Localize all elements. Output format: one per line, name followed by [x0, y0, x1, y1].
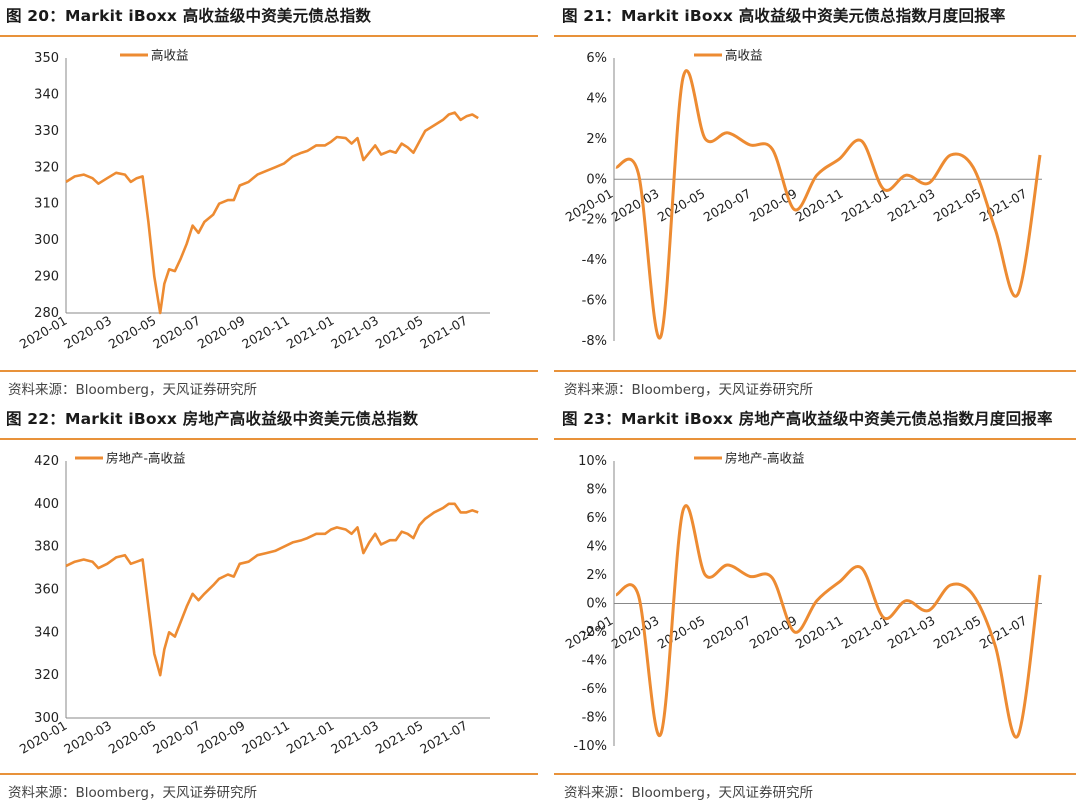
panel-chart-23: 图 23：Markit iBoxx 房地产高收益级中资美元债总指数月度回报率 -…: [542, 403, 1080, 806]
y-tick-label: 280: [34, 306, 59, 321]
chart-title: 图 20：Markit iBoxx 高收益级中资美元债总指数: [6, 7, 372, 25]
x-tick-label: 2020-05: [655, 613, 708, 652]
panel-chart-21: 图 21：Markit iBoxx 高收益级中资美元债总指数月度回报率 -8% -…: [542, 0, 1080, 403]
y-tick-label: 2%: [586, 568, 607, 583]
y-tick-label: -2%: [582, 213, 607, 228]
legend-label: 高收益: [151, 48, 189, 63]
y-tick-label: 10%: [578, 454, 607, 469]
source-note: 资料来源：Bloomberg，天风证券研究所: [564, 785, 813, 801]
title-divider: [554, 438, 1076, 440]
y-tick-label: 400: [34, 497, 59, 512]
y-tick-label: 310: [34, 197, 59, 212]
x-tick-label: 2021-01: [284, 718, 337, 757]
x-tick-label: 2021-07: [977, 186, 1030, 225]
panel-chart-22: 图 22：Markit iBoxx 房地产高收益级中资美元债总指数 300 320…: [0, 403, 538, 806]
x-tick-label: 2021-03: [885, 613, 938, 652]
title-divider: [0, 35, 538, 37]
source-note: 资料来源：Bloomberg，天风证券研究所: [8, 785, 257, 801]
y-tick-label: 290: [34, 270, 59, 285]
y-tick-label: 6%: [586, 511, 607, 526]
chart-title: 图 23：Markit iBoxx 房地产高收益级中资美元债总指数月度回报率: [562, 410, 1053, 428]
x-tick-label: 2020-05: [655, 186, 708, 225]
legend-label: 高收益: [725, 48, 763, 63]
source-divider: [554, 773, 1076, 775]
x-tick-label: 2021-07: [417, 718, 470, 757]
x-tick-label: 2020-11: [793, 613, 846, 652]
x-tick-label: 2020-03: [61, 313, 114, 352]
x-tick-label: 2021-03: [885, 186, 938, 225]
y-tick-label: 4%: [586, 540, 607, 555]
y-tick-label: 340: [34, 87, 59, 102]
y-tick-label: -4%: [582, 253, 607, 268]
source-divider: [554, 370, 1076, 372]
y-tick-label: 380: [34, 540, 59, 555]
y-tick-label: 300: [34, 711, 59, 726]
y-tick-label: -8%: [582, 334, 607, 349]
y-tick-label: 300: [34, 233, 59, 248]
x-tick-label: 2020-03: [61, 718, 114, 757]
series-line: [65, 502, 479, 677]
x-tick-label: 2020-05: [106, 718, 159, 757]
y-tick-label: 420: [34, 454, 59, 469]
x-tick-label: 2020-07: [150, 718, 203, 757]
x-tick-label: 2020-11: [239, 718, 292, 757]
x-tick-label: 2021-05: [931, 186, 984, 225]
x-tick-label: 2021-01: [284, 313, 337, 352]
y-tick-label: -8%: [582, 711, 607, 726]
source-divider: [0, 370, 538, 372]
x-tick-label: 2020-09: [195, 313, 248, 352]
y-tick-label: -4%: [582, 654, 607, 669]
title-divider: [554, 35, 1076, 37]
x-tick-label: 2020-07: [701, 186, 754, 225]
y-tick-label: 6%: [586, 51, 607, 66]
y-tick-label: -6%: [582, 294, 607, 309]
y-tick-label: -2%: [582, 625, 607, 640]
x-tick-label: 2020-03: [609, 613, 662, 652]
chart-21-plot: -8%-6%-4%-2%0%2%4%6%2020-012020-032020-0…: [563, 48, 1042, 349]
x-tick-label: 2020-11: [239, 313, 292, 352]
x-tick-label: 2020-05: [106, 313, 159, 352]
x-tick-label: 2021-07: [417, 313, 470, 352]
x-tick-label: 2021-01: [839, 186, 892, 225]
source-divider: [0, 773, 538, 775]
series-line: [615, 504, 1042, 739]
legend-label: 房地产-高收益: [725, 451, 805, 466]
y-tick-label: 320: [34, 160, 59, 175]
y-tick-label: 330: [34, 124, 59, 139]
x-tick-label: 2021-05: [373, 718, 426, 757]
y-tick-label: 0%: [586, 172, 607, 187]
series-line: [65, 111, 479, 315]
series-line: [615, 69, 1042, 340]
x-tick-label: 2021-03: [328, 313, 381, 352]
x-tick-label: 2020-03: [609, 186, 662, 225]
chart-20-plot: 2802903003103203303403502020-012020-0320…: [17, 48, 490, 352]
x-tick-label: 2020-09: [195, 718, 248, 757]
y-tick-label: 350: [34, 51, 59, 66]
x-tick-label: 2020-01: [563, 613, 616, 652]
x-tick-label: 2020-07: [701, 613, 754, 652]
y-tick-label: 360: [34, 583, 59, 598]
y-tick-label: -10%: [573, 739, 607, 754]
legend-label: 房地产-高收益: [106, 451, 186, 466]
y-tick-label: 4%: [586, 91, 607, 106]
title-divider: [0, 438, 538, 440]
x-tick-label: 2021-05: [373, 313, 426, 352]
x-tick-label: 2020-07: [150, 313, 203, 352]
chart-22-plot: 3003203403603804004202020-012020-032020-…: [17, 451, 490, 757]
y-tick-label: 2%: [586, 132, 607, 147]
source-note: 资料来源：Bloomberg，天风证券研究所: [8, 382, 257, 398]
x-tick-label: 2020-09: [747, 613, 800, 652]
y-tick-label: 340: [34, 625, 59, 640]
y-tick-label: 320: [34, 668, 59, 683]
chart-23-plot: -10%-8%-6%-4%-2%0%2%4%6%8%10%2020-012020…: [563, 451, 1042, 754]
chart-title: 图 21：Markit iBoxx 高收益级中资美元债总指数月度回报率: [562, 7, 1006, 25]
chart-title: 图 22：Markit iBoxx 房地产高收益级中资美元债总指数: [6, 410, 419, 428]
source-note: 资料来源：Bloomberg，天风证券研究所: [564, 382, 813, 398]
y-tick-label: 8%: [586, 483, 607, 498]
y-tick-label: 0%: [586, 597, 607, 612]
y-tick-label: -6%: [582, 682, 607, 697]
x-tick-label: 2021-03: [328, 718, 381, 757]
panel-chart-20: 图 20：Markit iBoxx 高收益级中资美元债总指数 280 290 300…: [0, 0, 538, 403]
x-tick-label: 2021-05: [931, 613, 984, 652]
